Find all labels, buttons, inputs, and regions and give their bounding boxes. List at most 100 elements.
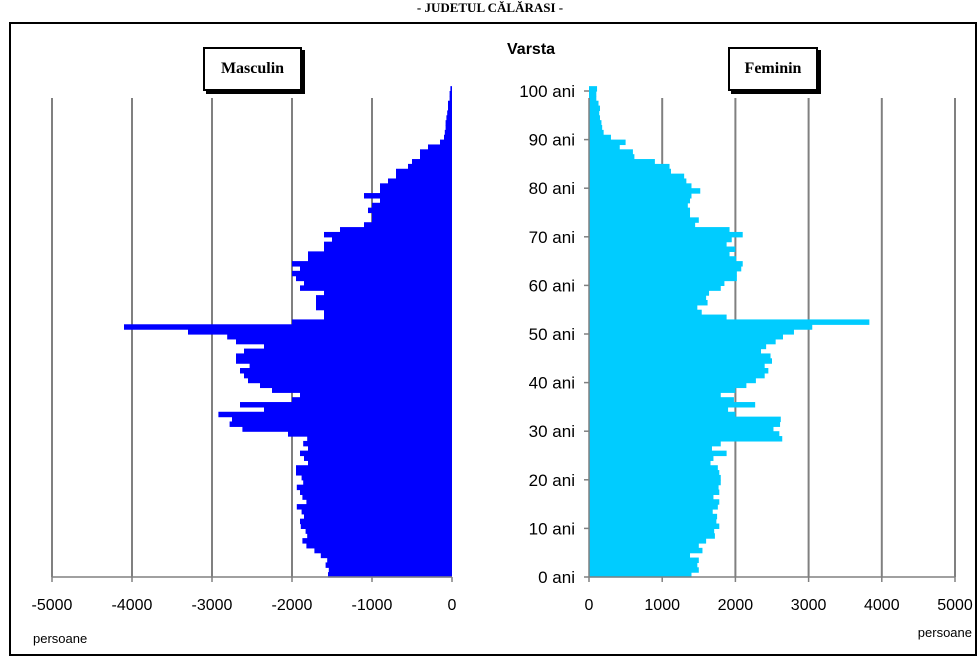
bar-female-age-30 [589,426,774,432]
bar-female-age-0 [589,572,692,578]
bar-female-age-86 [589,154,635,160]
bar-male-age-77 [380,197,452,204]
bar-female-age-81 [589,178,687,184]
bar-male-age-59 [300,285,452,291]
bar-male-age-18 [296,484,452,491]
bar-male-age-2 [325,562,452,568]
bar-female-age-56 [589,299,708,306]
bar-male-age-63 [300,265,452,272]
bar-female-age-24 [589,455,714,461]
bar-female-age-46 [589,348,762,355]
bar-male-age-22 [296,465,452,471]
bar-male-age-12 [304,513,452,520]
bar-female-age-53 [589,314,727,321]
bar-female-age-49 [589,334,783,340]
bar-female-age-50 [589,329,794,335]
bar-female-age-83 [589,168,671,175]
bar-female-age-98 [589,95,597,102]
bar-male-age-90 [444,134,452,141]
bar-female-age-40 [589,377,756,384]
bar-male-age-29 [288,431,452,437]
bar-male-age-95 [447,110,452,116]
bar-male-age-64 [292,261,452,267]
bar-female-age-87 [589,149,633,155]
bar-male-age-28 [307,436,452,442]
x-tick-label-male-4: -1000 [352,597,393,614]
bar-female-age-27 [589,440,721,447]
bar-female-age-88 [589,144,620,150]
bar-male-age-83 [396,168,452,175]
bar-male-age-71 [340,227,452,233]
x-tick-label-female-5: 5000 [937,597,973,614]
bar-male-age-52 [292,319,452,325]
bar-female-age-99 [589,91,597,97]
bar-female-age-36 [589,397,734,403]
bar-male-age-86 [420,154,452,160]
bar-male-age-98 [449,95,452,102]
bar-male-age-6 [306,542,452,549]
bar-male-age-62 [292,270,452,277]
bar-female-age-80 [589,183,692,189]
bar-male-age-51 [124,324,452,330]
bar-female-age-26 [589,445,712,452]
y-tick-label-50: 50 ani [529,325,575,344]
bar-female-age-76 [589,202,688,209]
bar-male-age-47 [264,343,452,350]
bar-female-age-79 [589,188,701,194]
bar-male-age-60 [304,280,452,286]
bar-male-age-99 [449,91,452,97]
y-tick-label-10: 10 ani [529,519,575,538]
x-tick-label-male-0: -5000 [32,597,73,614]
bar-male-age-66 [308,251,452,257]
x-tick-label-female-3: 3000 [791,597,827,614]
bar-female-age-93 [589,120,602,126]
bar-male-age-34 [264,406,452,413]
bar-female-age-38 [589,387,736,393]
bar-male-age-41 [244,372,452,379]
bar-female-age-25 [589,450,727,457]
bar-female-age-33 [589,411,736,418]
bar-female-age-8 [589,533,715,539]
bar-female-age-63 [589,265,742,272]
x-tick-label-male-5: 0 [448,597,457,614]
bar-female-age-65 [589,256,737,262]
bar-male-age-67 [324,246,452,252]
bar-male-age-45 [236,353,452,359]
bar-male-age-24 [304,455,452,461]
bar-female-age-16 [589,494,714,500]
bar-male-age-38 [272,387,452,393]
bar-female-age-89 [589,139,626,146]
bar-male-age-84 [408,163,452,170]
bar-female-age-66 [589,251,730,257]
bar-male-age-68 [324,241,452,248]
population-pyramid-chart: -5000 -4000 -3000 -2000 -1000 0 0 1000 2000 3000 4… [32,41,973,646]
bar-female-age-94 [589,115,600,121]
bar-female-age-72 [589,222,696,228]
bar-female-age-85 [589,159,655,165]
y-tick-label-0: 0 ani [538,568,575,587]
bar-female-age-96 [589,105,600,112]
x-tick-label-female-0: 0 [585,597,594,614]
bar-female-age-32 [589,416,781,423]
bar-male-age-5 [314,547,452,554]
bar-female-age-43 [589,363,765,369]
bar-female-age-6 [589,542,699,549]
bar-female-age-70 [589,231,743,238]
bar-male-age-91 [444,129,452,136]
y-tick-label-40: 40 ani [529,374,575,393]
bar-female-age-20 [589,474,721,481]
bar-male-age-37 [300,392,452,398]
bar-male-age-72 [364,222,452,228]
bar-male-age-93 [445,120,452,126]
y-tick-label-80: 80 ani [529,179,575,198]
bar-male-age-27 [303,440,452,447]
bar-male-age-0 [328,572,452,578]
bar-female-age-42 [589,368,769,374]
bar-female-age-59 [589,285,721,291]
bar-female-age-82 [589,173,685,180]
bar-male-age-96 [448,105,452,112]
bar-male-age-3 [327,557,452,564]
bar-female-age-71 [589,227,730,233]
bar-female-age-11 [589,518,717,525]
bar-male-age-1 [328,567,452,573]
